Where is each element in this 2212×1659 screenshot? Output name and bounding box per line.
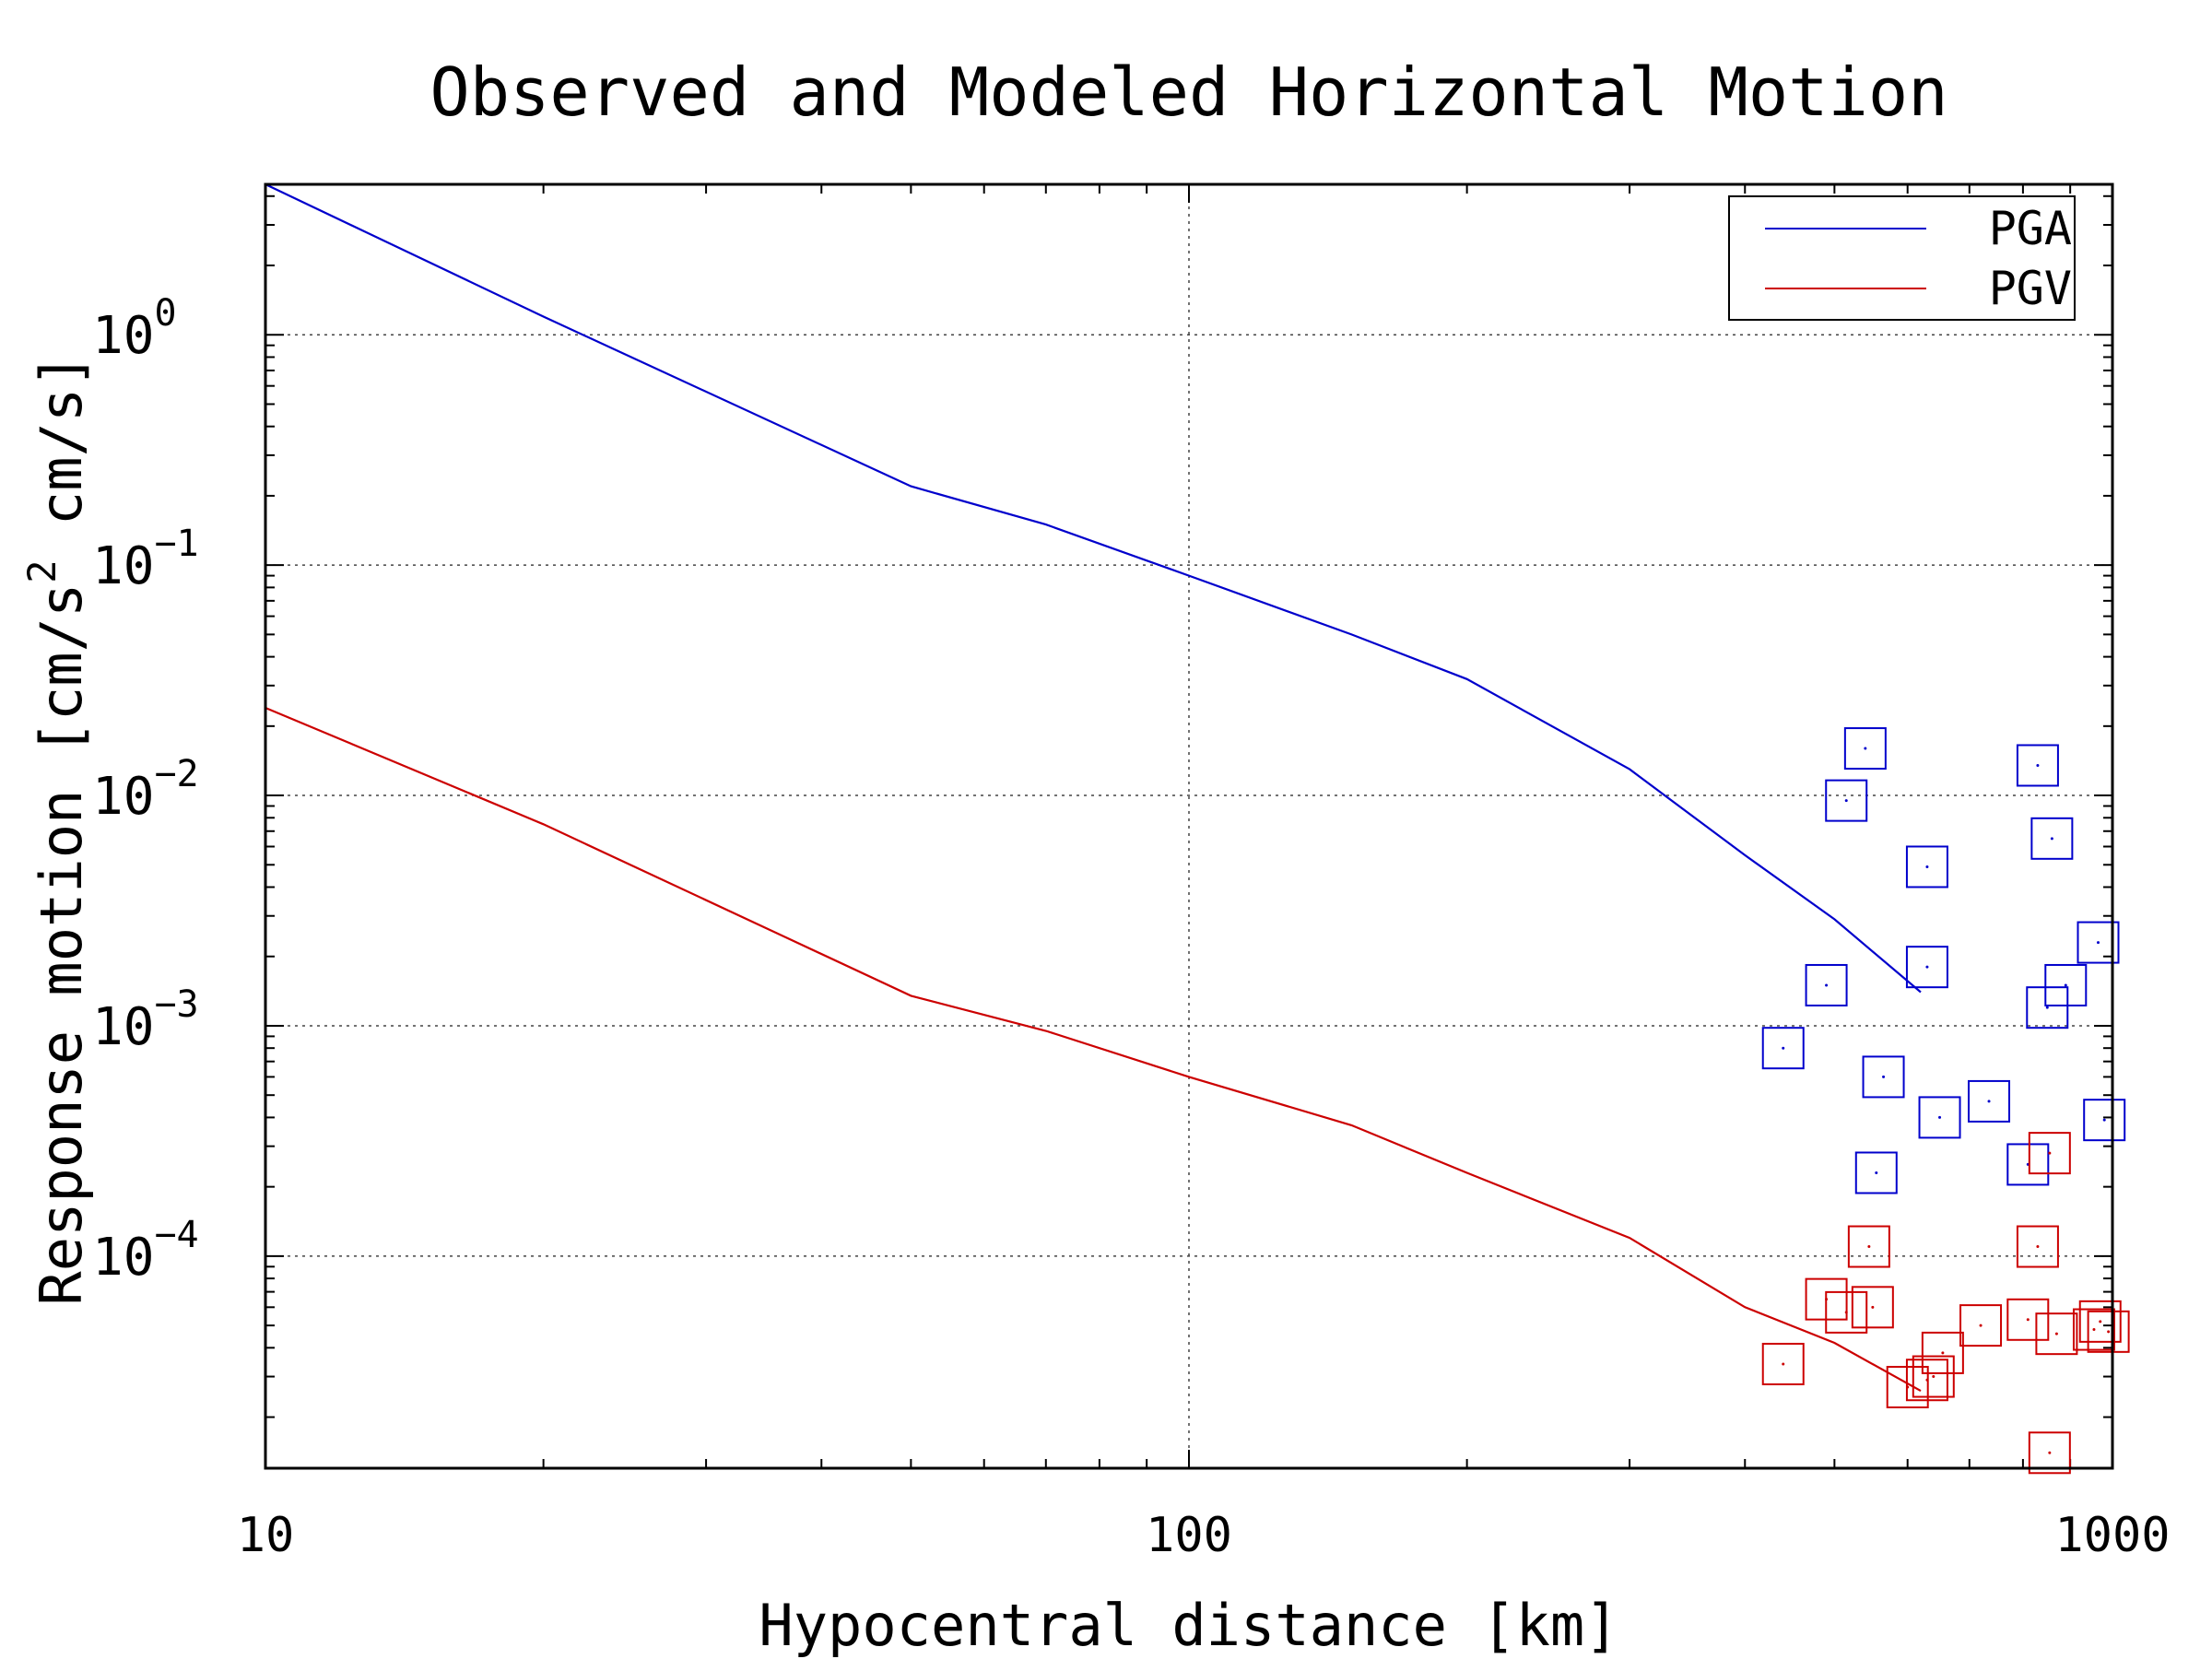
observation-dot-pga xyxy=(1864,747,1867,750)
observation-marker-pga xyxy=(2083,1099,2126,1142)
legend: PGA PGV xyxy=(1728,195,2076,321)
observation-dot-pga xyxy=(2096,941,2100,945)
observation-marker-pgv xyxy=(2006,1298,2050,1341)
observation-marker-pgv xyxy=(2028,1132,2071,1175)
axis-ticks xyxy=(265,184,2112,1468)
observation-dot-pgv xyxy=(2026,1318,2030,1322)
observation-dot-pga xyxy=(2036,763,2040,767)
observation-marker-pga xyxy=(2077,921,2120,964)
y-axis-label-superscript: 2 xyxy=(19,559,65,582)
y-tick-label: 10−2 xyxy=(92,753,199,827)
observation-marker-pga xyxy=(2044,963,2088,1006)
observation-marker-pgv xyxy=(2028,1431,2071,1475)
observation-marker-pgv xyxy=(2072,1308,2115,1351)
observation-marker-pga xyxy=(1905,845,1948,888)
observation-dot-pgv xyxy=(1932,1375,1936,1379)
observation-marker-pga xyxy=(1968,1079,2011,1123)
observation-dot-pga xyxy=(1782,1046,1785,1050)
series-line-pga xyxy=(265,183,1922,994)
observation-dot-pgv xyxy=(2092,1328,2096,1332)
y-tick-label: 10−1 xyxy=(92,523,199,596)
x-axis-label: Hypocentral distance [km] xyxy=(759,1592,1618,1659)
observation-marker-pga xyxy=(1905,946,1948,989)
observation-marker-pga xyxy=(1825,779,1868,822)
y-axis-label-tail: cm/s] xyxy=(28,353,95,559)
observation-dot-pga xyxy=(1825,983,1829,987)
observation-dot-pga xyxy=(1987,1100,1991,1103)
observation-dot-pgv xyxy=(1782,1362,1785,1366)
plot-frame xyxy=(264,182,2114,1470)
observation-dot-pga xyxy=(1844,799,1848,803)
x-tick-labels: 10 100 1000 xyxy=(237,1508,2171,1563)
observation-marker-pga xyxy=(2006,1143,2050,1186)
observation-dot-pga xyxy=(2102,1118,2106,1122)
observation-marker-pga xyxy=(1805,963,1848,1006)
observation-dot-pga xyxy=(1938,1115,1942,1119)
x-tick-label: 10 xyxy=(237,1508,295,1563)
y-axis-label-main: Response motion [cm/s xyxy=(28,583,95,1306)
observation-dot-pgv xyxy=(2107,1330,2111,1334)
x-tick-label: 100 xyxy=(1146,1508,1232,1563)
observation-marker-pgv xyxy=(1921,1331,1964,1374)
observation-dot-pga xyxy=(1925,965,1929,969)
observation-dot-pga xyxy=(1925,865,1929,868)
observation-marker-pga xyxy=(1918,1096,1961,1139)
observation-dot-pgv xyxy=(1979,1324,1983,1327)
legend-pgv-label: PGV xyxy=(1989,262,2072,315)
observation-dot-pga xyxy=(1882,1075,1886,1078)
observation-dot-pgv xyxy=(1867,1245,1871,1249)
observation-marker-pga xyxy=(1761,1027,1805,1070)
observation-dot-pgv xyxy=(2048,1151,2052,1155)
observation-marker-pgv xyxy=(2016,1225,2059,1268)
legend-box xyxy=(1728,195,2076,321)
observation-marker-pgv xyxy=(2087,1310,2130,1353)
observation-marker-pgv xyxy=(2035,1312,2078,1356)
observation-dot-pgv xyxy=(1844,1311,1848,1314)
y-tick-label: 10−4 xyxy=(92,1214,199,1288)
observation-dot-pgv xyxy=(2099,1320,2102,1324)
y-tick-label: 100 xyxy=(92,292,177,366)
observation-marker-pgv xyxy=(1847,1225,1890,1268)
observation-marker-pga xyxy=(1854,1151,1898,1194)
observation-dot-pgv xyxy=(1941,1351,1945,1355)
model-curves xyxy=(265,183,1922,1393)
observation-marker-pgv xyxy=(1912,1355,1955,1398)
observation-dot-pga xyxy=(2064,983,2067,987)
x-tick-label: 1000 xyxy=(2054,1508,2170,1563)
observation-markers xyxy=(1761,727,2130,1475)
observation-marker-pgv xyxy=(1905,1359,1948,1402)
observation-marker-pgv xyxy=(2078,1300,2122,1343)
legend-pga-label: PGA xyxy=(1989,202,2072,255)
y-tick-label: 10−3 xyxy=(92,983,199,1057)
observation-dot-pga xyxy=(2050,837,2053,841)
observation-marker-pga xyxy=(1843,727,1887,771)
observation-dot-pga xyxy=(2045,1006,2049,1009)
grid-lines xyxy=(265,184,2112,1468)
observation-marker-pga xyxy=(2016,744,2059,787)
series-line-pgv xyxy=(265,706,1922,1393)
y-axis-label: Response motion [cm/s2 cm/s] xyxy=(19,353,95,1305)
observation-dot-pgv xyxy=(1871,1305,1875,1309)
observation-marker-pga xyxy=(2030,817,2074,860)
observation-marker-pgv xyxy=(1825,1290,1868,1334)
observation-dot-pga xyxy=(1875,1171,1878,1174)
observation-dot-pgv xyxy=(1925,1378,1929,1382)
observation-marker-pgv xyxy=(1959,1304,2003,1347)
observation-marker-pga xyxy=(2026,986,2069,1030)
chart-title: Observed and Modeled Horizontal Motion xyxy=(429,53,1947,131)
observation-dot-pgv xyxy=(2048,1451,2052,1454)
observation-marker-pgv xyxy=(1851,1286,1894,1329)
observation-dot-pgv xyxy=(2036,1245,2040,1249)
observation-dot-pgv xyxy=(2054,1332,2058,1335)
observation-marker-pga xyxy=(1862,1055,1905,1099)
y-tick-labels: 100 10−1 10−2 10−3 10−4 xyxy=(92,292,199,1288)
observation-marker-pgv xyxy=(1761,1342,1805,1385)
